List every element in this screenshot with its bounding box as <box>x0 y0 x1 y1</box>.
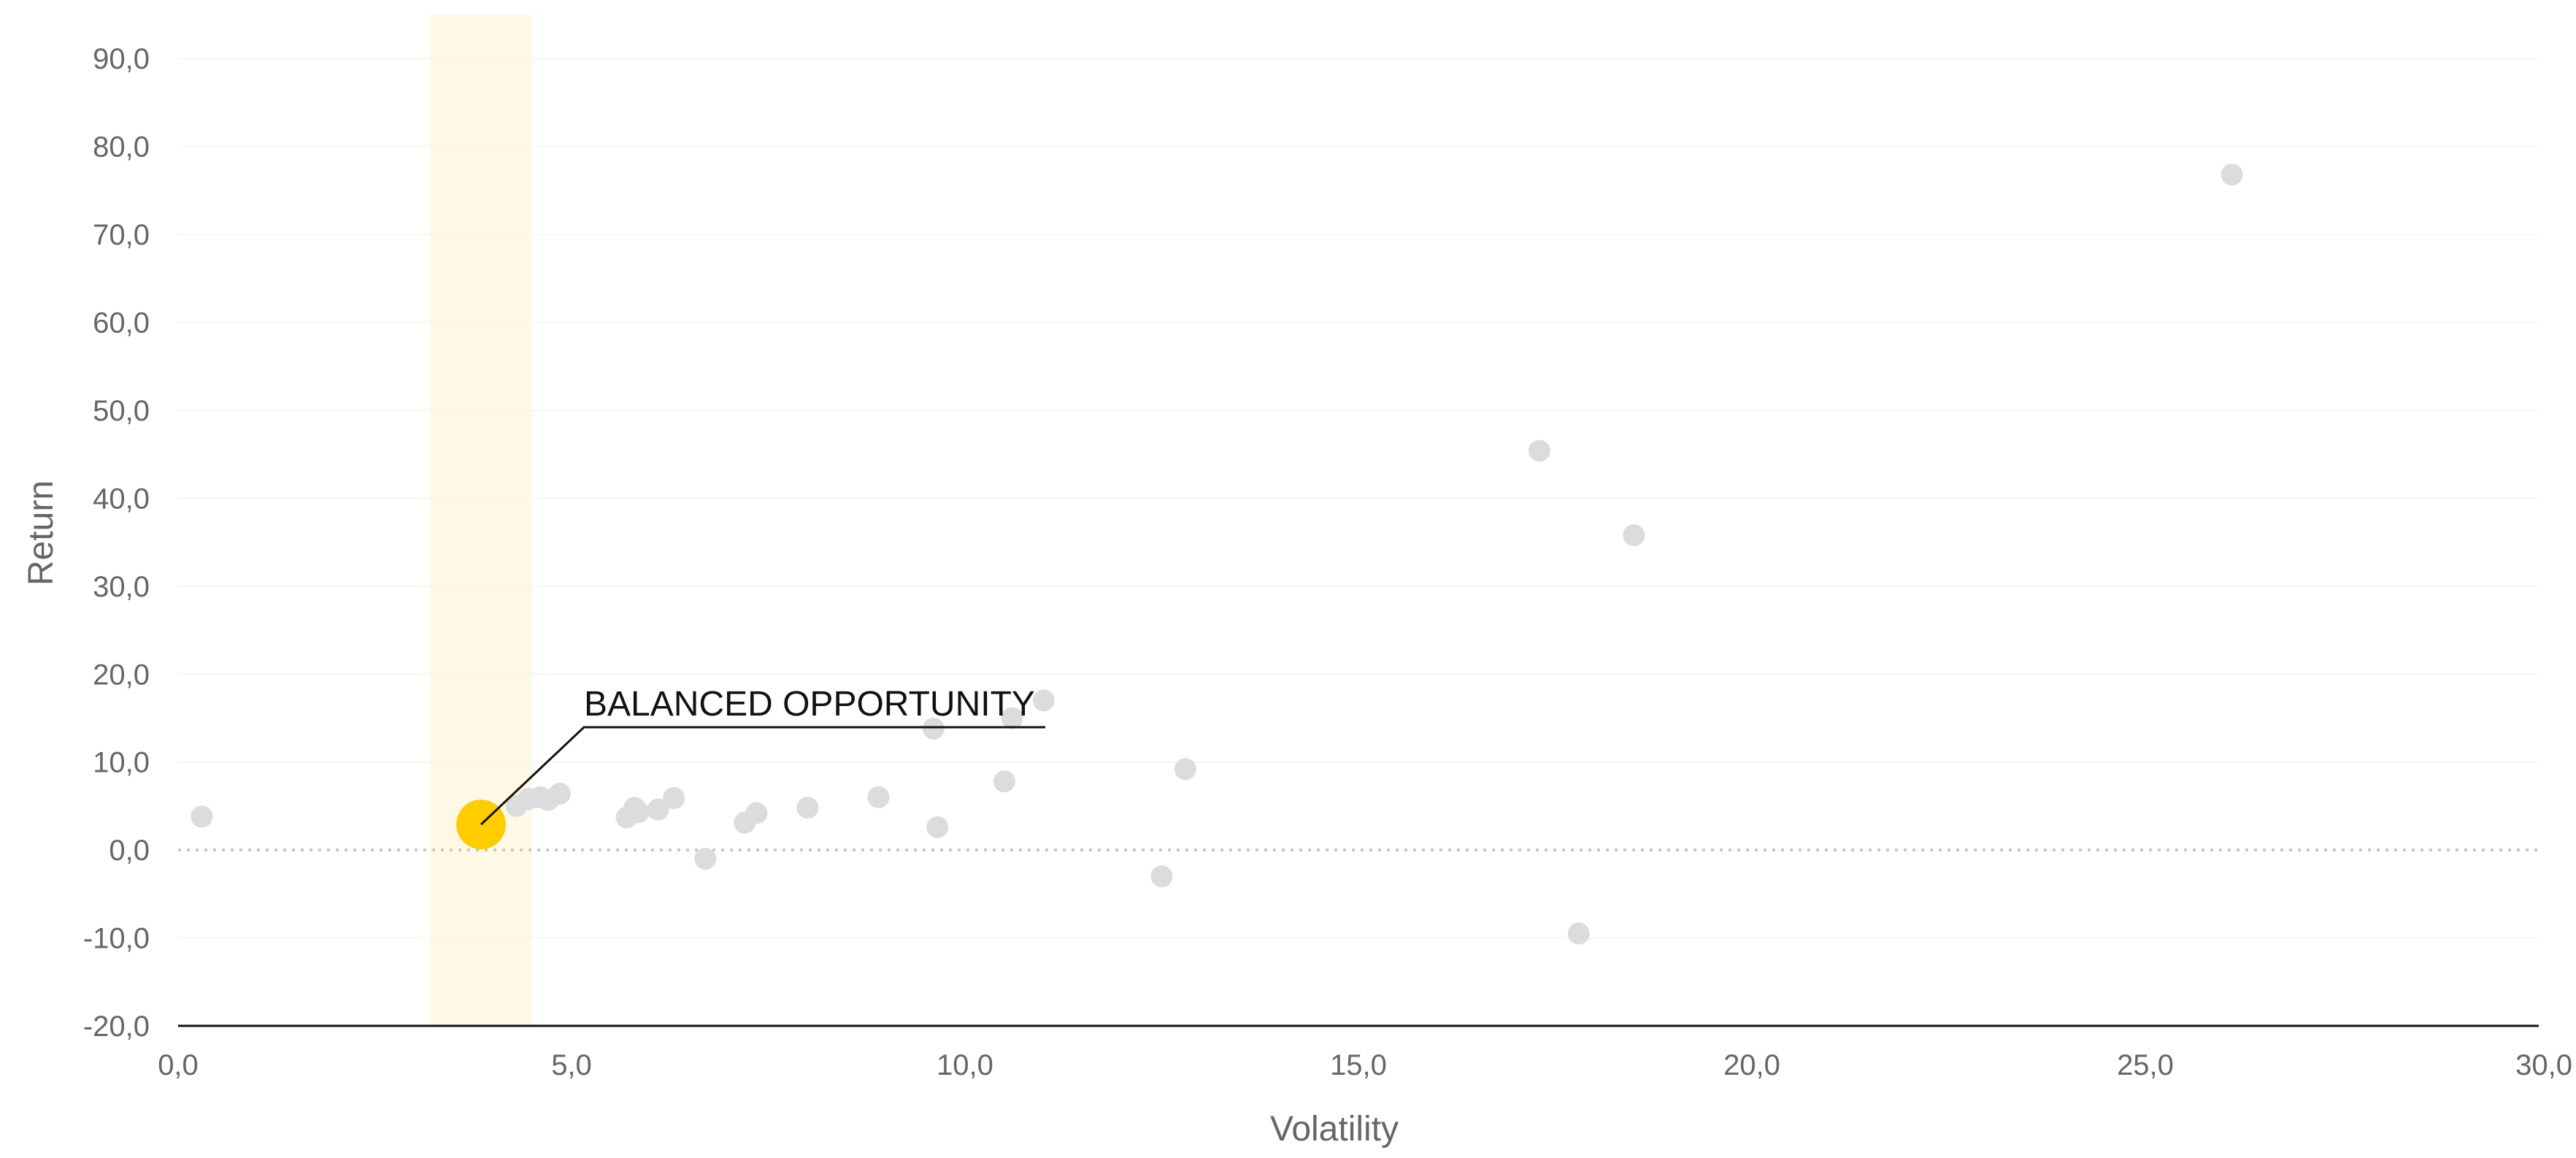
x-axis-title: Volatility <box>1270 1110 1399 1149</box>
data-point <box>548 783 571 805</box>
y-tick-label: 30,0 <box>93 571 150 603</box>
data-point <box>1150 865 1173 888</box>
y-tick-label: 10,0 <box>93 747 150 779</box>
y-tick-label: -10,0 <box>83 923 150 955</box>
y-tick-label: 90,0 <box>93 43 150 75</box>
x-tick-label: 30,0 <box>2515 1049 2572 1081</box>
y-tick-label: 50,0 <box>93 395 150 427</box>
x-tick-label: 20,0 <box>1723 1049 1780 1081</box>
data-point <box>1567 922 1590 945</box>
x-tick-label: 10,0 <box>937 1049 993 1081</box>
data-point <box>627 801 650 824</box>
data-point <box>694 848 717 870</box>
data-point <box>796 797 819 819</box>
data-point <box>993 770 1015 793</box>
gridlines <box>178 58 2539 939</box>
data-point <box>867 786 890 808</box>
y-tick-label: -20,0 <box>83 1011 150 1043</box>
data-point <box>1623 524 1645 546</box>
data-point <box>926 816 949 838</box>
x-tick-label: 25,0 <box>2117 1049 2174 1081</box>
y-axis-title: Return <box>22 480 61 586</box>
y-tick-label: 40,0 <box>93 483 150 515</box>
data-point <box>1001 707 1023 729</box>
y-axis-ticks: -20,0 -10,0 0,0 10,0 20,0 30,0 40,0 50,0 60,0 70,… <box>83 43 150 1043</box>
y-tick-label: 70,0 <box>93 219 150 251</box>
data-point <box>1528 440 1550 462</box>
data-point <box>1174 758 1196 781</box>
annotation-label: BALANCED OPPORTUNITY <box>584 685 1035 724</box>
data-point <box>745 802 768 824</box>
x-axis-ticks: 0,0 5,0 10,0 15,0 20,0 25,0 30,0 <box>158 1049 2572 1081</box>
x-tick-label: 15,0 <box>1330 1049 1387 1081</box>
y-tick-label: 20,0 <box>93 659 150 691</box>
annotation-leader-line <box>480 726 1045 826</box>
annotation: BALANCED OPPORTUNITY <box>480 685 1045 826</box>
data-point <box>2221 164 2243 186</box>
data-point <box>1032 689 1055 712</box>
x-tick-label: 5,0 <box>551 1049 592 1081</box>
data-point <box>647 798 669 821</box>
data-point <box>922 717 945 740</box>
y-tick-label: 60,0 <box>93 307 150 340</box>
data-point <box>663 787 685 810</box>
y-tick-label: 0,0 <box>109 835 150 867</box>
x-tick-label: 0,0 <box>158 1049 199 1081</box>
y-tick-label: 80,0 <box>93 131 150 164</box>
highlight-band-layer <box>429 15 533 1026</box>
highlight-band <box>429 15 533 1026</box>
data-point <box>191 805 213 828</box>
